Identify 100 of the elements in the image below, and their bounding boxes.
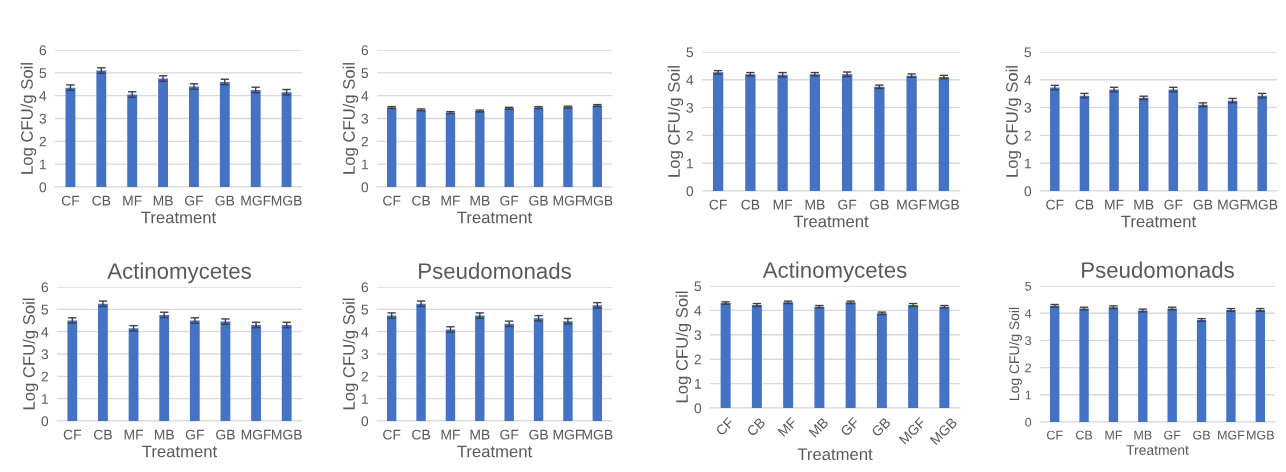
bar	[938, 77, 950, 191]
y-tick-label: 5	[39, 68, 47, 78]
bar	[1079, 95, 1090, 191]
y-tick-label: 2	[41, 371, 48, 382]
bar	[751, 305, 762, 408]
bar	[416, 303, 426, 421]
bar	[65, 87, 76, 187]
bar	[475, 315, 485, 421]
y-axis-title: Log CFU/g Soil	[342, 63, 359, 174]
x-tick-label: MB	[805, 199, 825, 210]
x-axis-title: Treatment	[457, 211, 533, 224]
x-tick-label: MB	[1134, 199, 1154, 210]
bar	[809, 74, 821, 191]
x-tick-label: MGB	[929, 199, 959, 210]
bar	[220, 321, 231, 421]
y-tick-label: 6	[361, 45, 369, 56]
bar	[906, 75, 917, 191]
x-tick-label: GB	[216, 429, 235, 440]
x-tick-label: MGF	[897, 199, 927, 210]
y-tick-label: 3	[361, 113, 369, 124]
x-tick-label: MB	[470, 195, 490, 206]
y-tick-label: 4	[361, 91, 369, 101]
x-tick-label: MF	[123, 195, 142, 206]
bar	[1257, 95, 1267, 191]
x-axis-title: Treatment	[142, 445, 218, 458]
y-tick-label: 5	[361, 304, 369, 315]
x-tick-label: GF	[1164, 430, 1181, 440]
x-tick-label: GF	[500, 195, 519, 206]
x-tick-label: MB	[1134, 430, 1152, 440]
y-tick-label: 2	[1025, 363, 1032, 373]
x-tick-label: GB	[215, 195, 235, 206]
bar	[1198, 104, 1208, 191]
y-axis-title: Log CFU/g Soil	[667, 66, 684, 177]
bar	[189, 320, 200, 421]
y-tick-label: 4	[39, 91, 47, 101]
y-tick-label: 5	[1024, 47, 1032, 58]
x-tick-label: CF	[709, 199, 727, 210]
bar	[712, 72, 724, 191]
y-tick-label: 4	[694, 305, 702, 316]
x-axis-title: Treatment	[457, 445, 533, 458]
x-tick-label: MGB	[1247, 199, 1278, 210]
chart-title: Pseudomonads	[1082, 261, 1234, 278]
x-tick-label: MGF	[553, 429, 583, 440]
x-tick-label: GB	[870, 417, 892, 438]
x-tick-label: CF	[1046, 199, 1064, 210]
y-tick-label: 5	[41, 304, 49, 315]
bar	[281, 92, 292, 187]
bar	[98, 303, 108, 421]
x-tick-label: GB	[529, 195, 548, 206]
x-tick-label: MF	[441, 429, 460, 440]
y-tick-label: 1	[362, 394, 368, 404]
bar	[445, 329, 456, 421]
y-tick-label: 2	[686, 130, 693, 141]
y-tick-label: 1	[1025, 158, 1031, 169]
x-tick-label: MF	[777, 417, 798, 437]
y-tick-label: 2	[1024, 130, 1031, 141]
x-axis-title: Treatment	[793, 215, 869, 228]
x-tick-label: MF	[1105, 430, 1122, 440]
y-tick-label: 1	[362, 159, 368, 170]
y-tick-label: 0	[39, 182, 47, 193]
bar	[1227, 100, 1238, 191]
y-tick-label: 4	[41, 327, 49, 337]
y-tick-label: 2	[39, 136, 46, 147]
y-tick-label: 4	[686, 75, 694, 85]
x-axis-title: Treatment	[141, 211, 217, 224]
y-tick-label: 5	[694, 281, 702, 292]
x-tick-label: MF	[773, 199, 793, 210]
x-tick-label: MF	[124, 429, 144, 440]
y-tick-label: 0	[686, 186, 694, 197]
bar	[281, 324, 292, 421]
y-axis-title: Log CFU/g Soil	[20, 63, 37, 174]
bar	[250, 89, 261, 187]
x-tick-label: CB	[741, 199, 760, 210]
bar	[189, 86, 199, 187]
x-tick-label: MB	[808, 417, 829, 438]
x-tick-label: MGF	[553, 195, 583, 206]
y-tick-label: 3	[686, 102, 694, 113]
x-tick-label: MGB	[1247, 430, 1274, 440]
bar	[386, 315, 397, 421]
y-tick-label: 3	[41, 349, 49, 360]
x-tick-label: GB	[1193, 199, 1213, 210]
y-tick-label: 0	[694, 403, 702, 414]
bar	[783, 302, 794, 408]
x-tick-label: MGB	[271, 195, 302, 206]
x-tick-label: CB	[412, 195, 430, 206]
y-tick-label: 1	[1025, 390, 1032, 400]
y-tick-label: 0	[361, 416, 369, 427]
bar	[67, 320, 78, 421]
x-tick-label: MB	[154, 429, 174, 440]
y-tick-label: 3	[39, 113, 47, 124]
y-tick-label: 4	[1024, 75, 1032, 85]
y-axis-title: Log CFU/g Soil	[675, 291, 692, 403]
x-tick-label: GB	[1193, 430, 1210, 440]
bar	[96, 70, 107, 187]
x-tick-label: CB	[412, 429, 430, 440]
bar	[874, 86, 885, 191]
x-tick-label: MGF	[241, 429, 271, 440]
x-tick-label: CF	[61, 195, 80, 206]
x-tick-label: CB	[746, 417, 766, 437]
bar	[592, 305, 603, 421]
